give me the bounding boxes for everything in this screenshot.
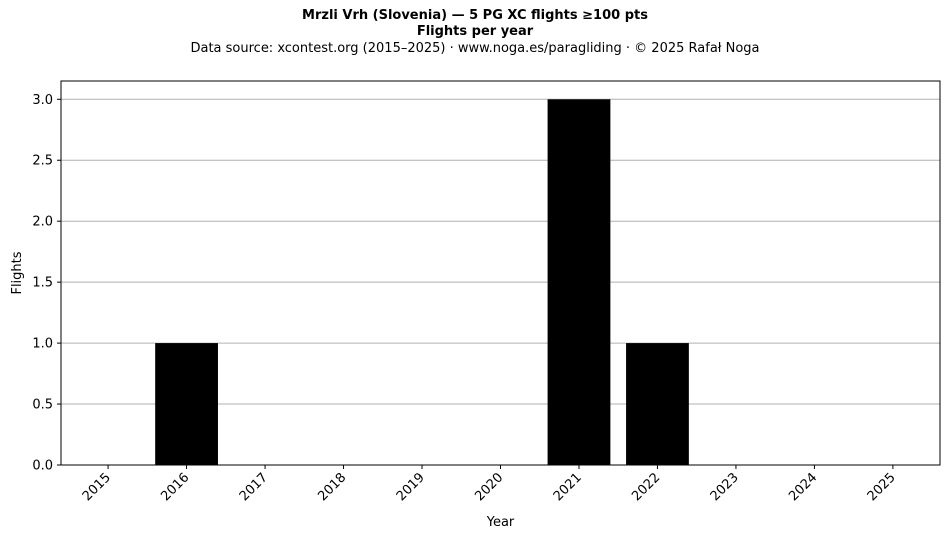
x-tick-label: 2017 (237, 470, 271, 504)
x-tick-label: 2024 (786, 470, 820, 504)
chart-source-note: Data source: xcontest.org (2015–2025) · … (190, 41, 760, 56)
x-tick-label: 2019 (394, 470, 428, 504)
x-tick-label: 2015 (80, 470, 114, 504)
bar-2016 (155, 343, 218, 465)
bar-2022 (626, 343, 689, 465)
y-axis: 0.0 0.5 1.0 1.5 2.0 2.5 3.0 (32, 93, 61, 474)
x-tick-label: 2016 (158, 470, 192, 504)
y-tick-label: 0.5 (32, 398, 53, 413)
x-tick-label: 2018 (315, 470, 349, 504)
chart-titles: Mrzli Vrh (Slovenia) — 5 PG XC flights ≥… (0, 8, 950, 58)
x-tick-label: 2023 (708, 470, 742, 504)
x-tick-label: 2025 (865, 470, 899, 504)
y-tick-label: 1.0 (32, 337, 53, 352)
y-axis-label: Flights (10, 251, 25, 294)
x-tick-label: 2020 (472, 470, 506, 504)
y-tick-label: 1.5 (32, 276, 53, 291)
y-tick-label: 3.0 (32, 93, 53, 108)
y-tick-label: 2.0 (32, 215, 53, 230)
x-tick-label: 2021 (551, 470, 585, 504)
x-axis: 2015 2016 2017 2018 2019 2020 2021 2022 2023 2024… (80, 465, 899, 504)
y-tick-label: 0.0 (32, 459, 53, 474)
bars (155, 99, 689, 466)
chart-subtitle: Flights per year (416, 24, 534, 39)
y-tick-label: 2.5 (32, 154, 53, 169)
chart-title: Mrzli Vrh (Slovenia) — 5 PG XC flights ≥… (302, 8, 648, 23)
x-axis-label: Year (486, 515, 515, 530)
x-tick-label: 2022 (629, 470, 663, 504)
bar-2021 (547, 99, 611, 466)
